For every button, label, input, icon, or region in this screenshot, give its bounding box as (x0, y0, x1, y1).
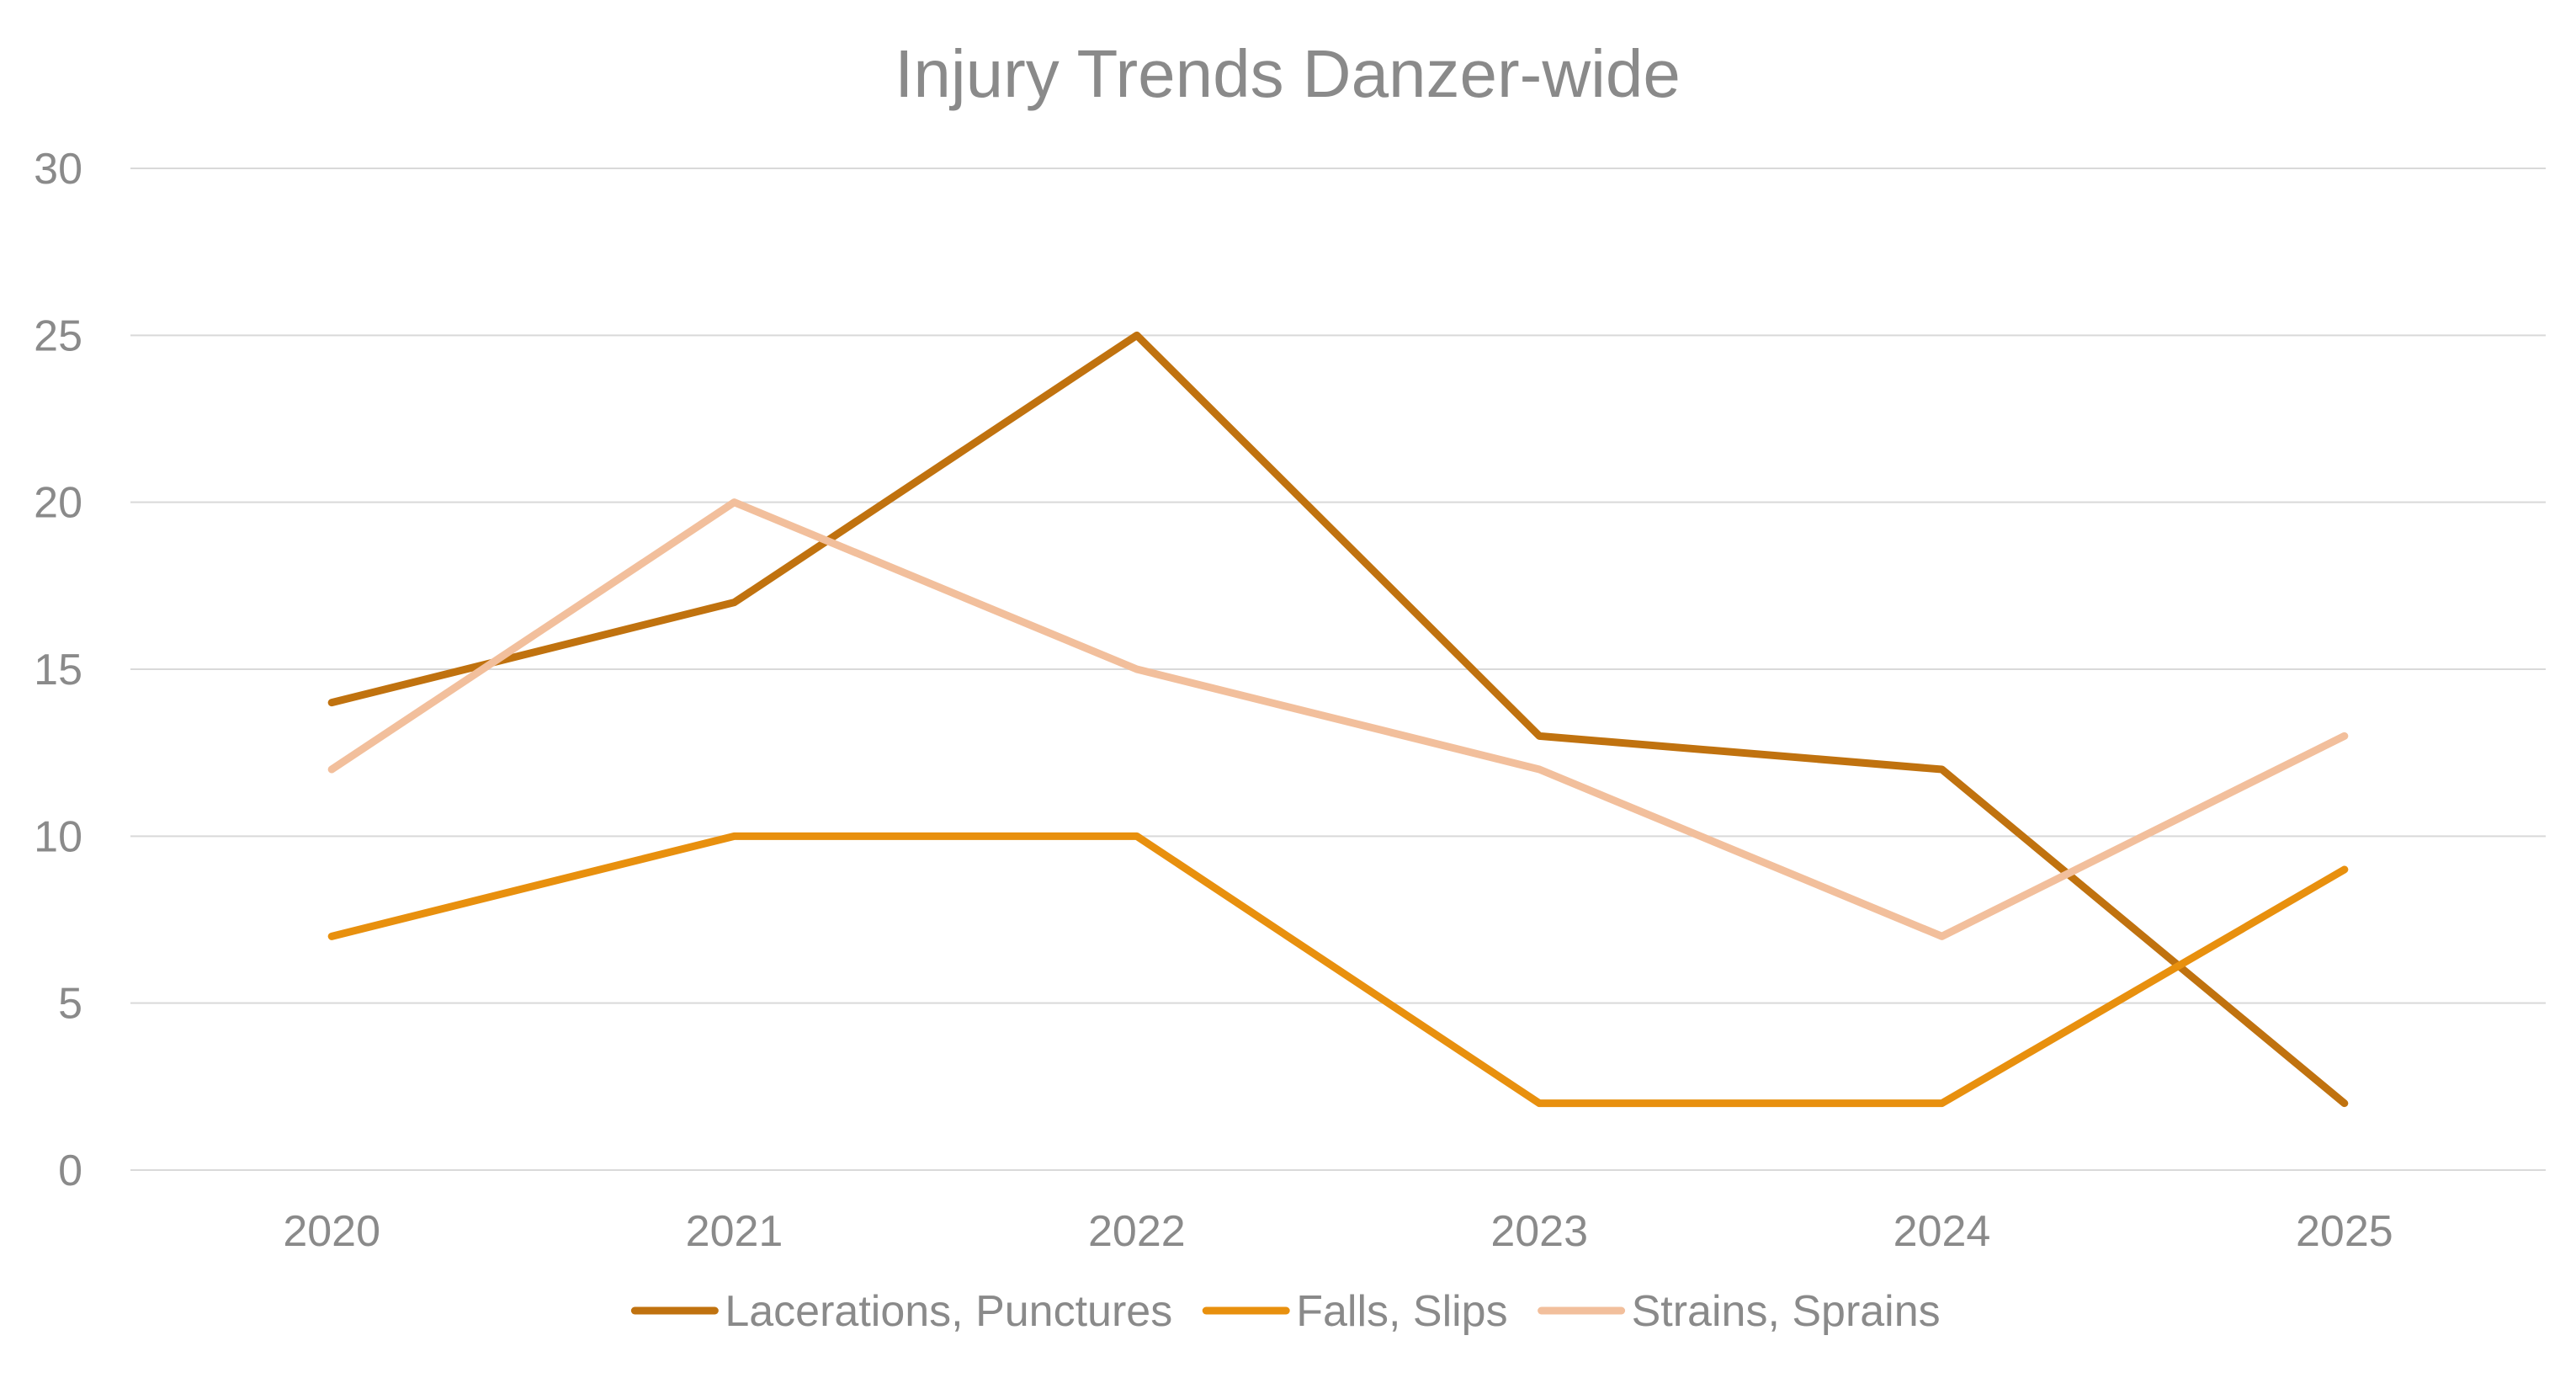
legend-label-0: Lacerations, Punctures (725, 1287, 1172, 1336)
y-tick-label: 25 (34, 311, 82, 360)
y-axis-ticks: 0 5 10 15 20 25 30 (34, 145, 82, 1195)
y-tick-label: 5 (58, 980, 82, 1029)
legend: Lacerations, Punctures Falls, Slips Strain… (630, 1287, 1941, 1336)
legend-label-2: Strains, Sprains (1632, 1287, 1941, 1336)
chart-title: Injury Trends Danzer-wide (895, 36, 1681, 111)
x-tick-label: 2025 (2296, 1207, 2393, 1256)
x-tick-label: 2022 (1088, 1207, 1186, 1256)
y-tick-label: 0 (58, 1147, 82, 1195)
y-tick-label: 30 (34, 145, 82, 194)
x-tick-label: 2021 (686, 1207, 783, 1256)
series-line-0 (327, 331, 2349, 1108)
legend-label-1: Falls, Slips (1296, 1287, 1507, 1336)
series-lines (327, 331, 2349, 1108)
x-tick-label: 2020 (283, 1207, 380, 1256)
x-axis-ticks: 2020 2021 2022 2023 2024 2025 (283, 1207, 2393, 1256)
series-line-1 (327, 832, 2349, 1108)
grid (130, 168, 2546, 1171)
series-line-2 (327, 498, 2349, 940)
x-tick-label: 2024 (1893, 1207, 1991, 1256)
y-tick-label: 15 (34, 646, 82, 694)
y-tick-label: 10 (34, 812, 82, 861)
y-tick-label: 20 (34, 479, 82, 528)
x-tick-label: 2023 (1490, 1207, 1588, 1256)
